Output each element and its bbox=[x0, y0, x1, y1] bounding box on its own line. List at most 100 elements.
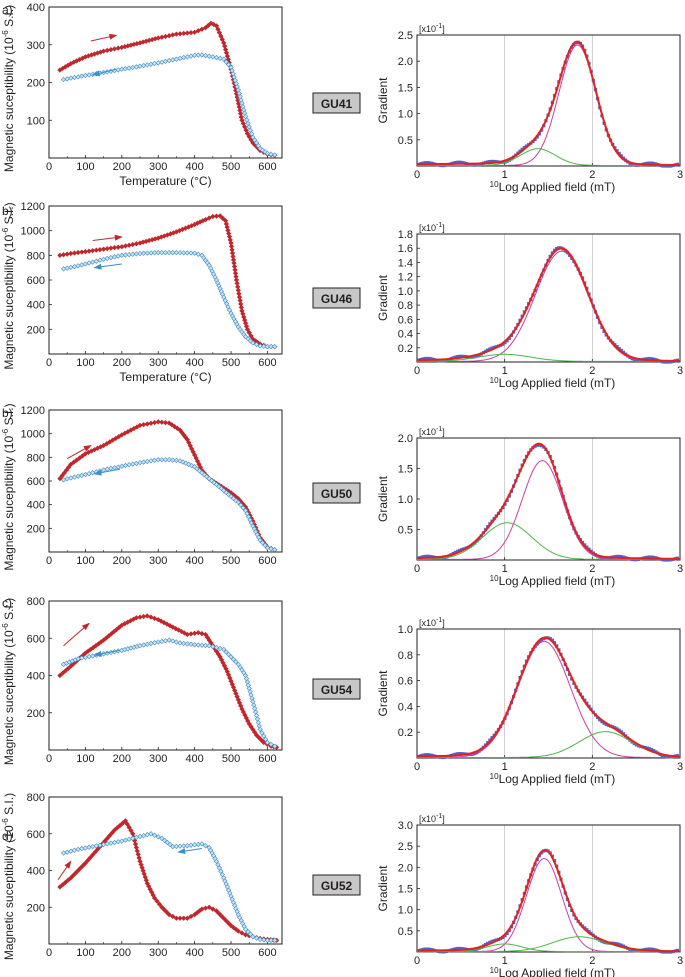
data-point bbox=[486, 941, 490, 945]
y-axis-label: Gradient bbox=[376, 670, 390, 717]
data-point bbox=[261, 739, 267, 746]
data-point bbox=[170, 249, 176, 256]
data-point bbox=[192, 52, 198, 58]
y-tick-label: 200 bbox=[27, 708, 45, 720]
data-point bbox=[427, 554, 432, 559]
y-tick-label: 1.5 bbox=[398, 82, 413, 94]
y-tick-label: 1.0 bbox=[398, 905, 413, 917]
x-tick-label: 500 bbox=[222, 753, 240, 765]
data-point bbox=[423, 161, 427, 165]
data-point bbox=[64, 251, 70, 257]
data-point bbox=[258, 737, 264, 743]
data-point bbox=[272, 152, 278, 158]
y-tick-label: 1.0 bbox=[398, 624, 413, 636]
data-point bbox=[272, 547, 278, 553]
data-point bbox=[104, 47, 110, 54]
data-point bbox=[585, 545, 589, 549]
x-tick-label: 1 bbox=[502, 365, 508, 377]
x-tick-label: 300 bbox=[149, 357, 167, 369]
data-point bbox=[148, 250, 154, 256]
data-point bbox=[104, 255, 110, 262]
plot-frame bbox=[416, 824, 681, 953]
data-point bbox=[85, 857, 91, 864]
plot-frame bbox=[416, 628, 681, 759]
data-point bbox=[111, 46, 118, 52]
data-point bbox=[585, 928, 589, 932]
x-tick-label: 400 bbox=[185, 161, 203, 173]
x-tick-label: 3 bbox=[677, 955, 683, 967]
data-point bbox=[62, 668, 69, 674]
data-point bbox=[206, 904, 212, 910]
data-point bbox=[173, 457, 180, 464]
data-point bbox=[75, 74, 81, 80]
data-point bbox=[66, 464, 72, 470]
data-point bbox=[210, 54, 216, 60]
data-point bbox=[90, 653, 96, 659]
data-point bbox=[257, 537, 263, 543]
data-point bbox=[86, 260, 92, 266]
y-tick-label: 600 bbox=[27, 829, 45, 841]
data-point bbox=[62, 879, 69, 886]
data-point bbox=[445, 358, 449, 362]
data-point bbox=[133, 64, 139, 70]
component-curve bbox=[417, 44, 680, 166]
data-point bbox=[130, 64, 136, 71]
x-tick-label: 400 bbox=[185, 357, 203, 369]
data-point bbox=[86, 654, 92, 660]
data-point bbox=[170, 913, 176, 920]
heating-curve bbox=[59, 421, 275, 551]
cooling-arrow bbox=[91, 68, 117, 77]
data-point bbox=[137, 63, 143, 69]
x-axis-label: 10Log Applied field (mT) bbox=[490, 966, 616, 977]
data-point bbox=[268, 343, 274, 350]
data-point bbox=[111, 839, 118, 846]
data-point bbox=[155, 617, 161, 623]
data-point bbox=[213, 644, 220, 651]
data-point bbox=[65, 877, 71, 883]
data-point bbox=[122, 462, 129, 469]
data-point bbox=[82, 261, 89, 267]
data-point bbox=[492, 345, 496, 349]
data-point bbox=[218, 33, 224, 39]
data-point bbox=[634, 949, 639, 953]
data-point bbox=[520, 147, 524, 151]
x-tick-label: 300 bbox=[149, 947, 167, 959]
data-point bbox=[173, 625, 179, 632]
x-axis-label: 10Log Applied field (mT) bbox=[490, 574, 616, 588]
data-point bbox=[141, 613, 147, 620]
data-point bbox=[122, 243, 129, 249]
data-point bbox=[202, 843, 209, 849]
data-point bbox=[518, 149, 522, 153]
data-point bbox=[151, 832, 158, 838]
x-tick-label: 2 bbox=[589, 955, 595, 967]
data-point bbox=[71, 459, 77, 465]
data-point bbox=[272, 937, 278, 943]
y-tick-label: 0.2 bbox=[398, 727, 413, 739]
thermomagnetic-plot-gu54: 0 100 200 300 400 500 600 200 400 600 800 Magnetic … bbox=[1, 596, 283, 765]
data-point bbox=[649, 947, 654, 951]
sample-tag-label: GU50 bbox=[321, 487, 353, 501]
data-point bbox=[238, 502, 244, 508]
x-tick-label: 0 bbox=[414, 169, 420, 181]
x-tick-label: 0 bbox=[46, 161, 52, 173]
heating-curve-markers bbox=[57, 213, 278, 350]
data-point bbox=[250, 934, 256, 940]
scale-label: [x10-1] bbox=[419, 426, 445, 437]
data-point bbox=[505, 339, 509, 343]
heating-arrow bbox=[90, 33, 118, 42]
x-tick-label: 600 bbox=[258, 161, 276, 173]
data-point bbox=[645, 161, 649, 165]
data-point bbox=[460, 160, 464, 165]
thermomagnetic-plot-gu46: 0 100 200 300 400 500 600 200 400 600 800 1000 1200 T… bbox=[1, 201, 283, 384]
data-point bbox=[221, 646, 227, 653]
data-point bbox=[221, 915, 227, 921]
data-point bbox=[235, 499, 241, 505]
data-point bbox=[662, 360, 667, 364]
data-point bbox=[107, 832, 113, 839]
coercivity-plot-gu41: 0 1 2 3 0.5 1.0 1.5 2.0 2.5 [x10-1] 10Log Applied … bbox=[376, 23, 683, 194]
y-tick-label: 600 bbox=[27, 275, 45, 287]
data-point bbox=[425, 161, 429, 165]
data-point bbox=[475, 354, 479, 358]
data-point bbox=[90, 852, 96, 858]
